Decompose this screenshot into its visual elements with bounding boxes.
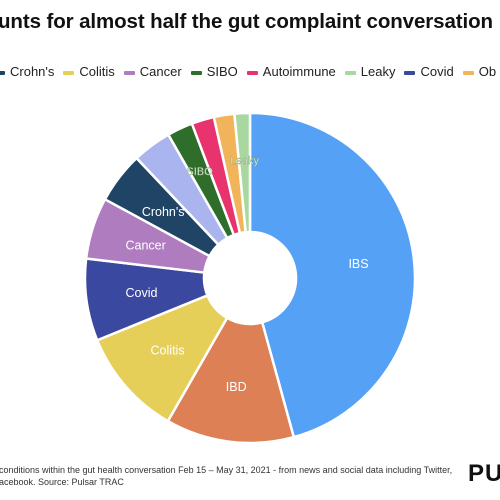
chart-footnote: conditions within the gut health convers… — [0, 464, 453, 488]
legend-item-covid: Covid — [404, 64, 454, 79]
slice-label-crohn-s: Crohn's — [142, 205, 185, 219]
legend-label: Cancer — [139, 64, 182, 79]
legend-item-ob: Ob — [462, 64, 497, 79]
legend-label: Leaky — [360, 64, 396, 79]
legend-label: Autoimmune — [262, 64, 336, 79]
slice-colitis — [95, 294, 229, 423]
legend-item-autoimmune: Autoimmune — [246, 64, 336, 79]
slice-label-sibo: SIBO — [186, 166, 213, 178]
legend-swatch — [190, 70, 202, 75]
legend-swatch — [63, 70, 75, 75]
legend-swatch — [462, 70, 474, 75]
legend-swatch — [404, 70, 416, 75]
legend-item-colitis: Colitis — [63, 64, 115, 79]
slice-label-cancer: Cancer — [125, 238, 165, 252]
pulsar-logo: PU — [468, 460, 500, 487]
legend-swatch — [0, 70, 5, 75]
slice-labels: IBS IBD Colitis Covid Cancer Crohn's SIBO Leaky — [125, 155, 368, 394]
slice-ibs — [248, 111, 417, 439]
legend-label: Ob — [478, 64, 497, 79]
footnote-line-1: conditions within the gut health convers… — [0, 465, 453, 475]
legend-label: Covid — [420, 64, 454, 79]
slice-leaky — [233, 111, 252, 234]
legend-swatch — [246, 70, 258, 75]
slice-label-colitis: Colitis — [151, 344, 185, 358]
chart-title: unts for almost half the gut complaint c… — [0, 10, 493, 33]
donut-slices — [83, 111, 417, 445]
footnote-line-2: acebook. Source: Pulsar TRAC — [0, 477, 124, 487]
legend-swatch — [344, 70, 356, 75]
chart-legend: Crohn's Colitis Cancer SIBO Autoimmune Leaky C… — [0, 64, 500, 79]
slice-label-covid: Covid — [126, 286, 158, 300]
legend-item-leaky: Leaky — [344, 64, 396, 79]
slice-label-ibd: IBD — [226, 380, 247, 394]
slice-ibd — [166, 316, 296, 445]
legend-label: SIBO — [206, 64, 238, 79]
slice-label-leaky: Leaky — [230, 155, 260, 167]
legend-swatch — [123, 70, 135, 75]
legend-label: Crohn's — [10, 64, 55, 79]
legend-item-sibo: SIBO — [190, 64, 238, 79]
legend-label: Colitis — [79, 64, 115, 79]
legend-item-cancer: Cancer — [123, 64, 182, 79]
legend-item-crohn-s: Crohn's — [0, 64, 54, 79]
slice-label-ibs: IBS — [348, 257, 368, 271]
